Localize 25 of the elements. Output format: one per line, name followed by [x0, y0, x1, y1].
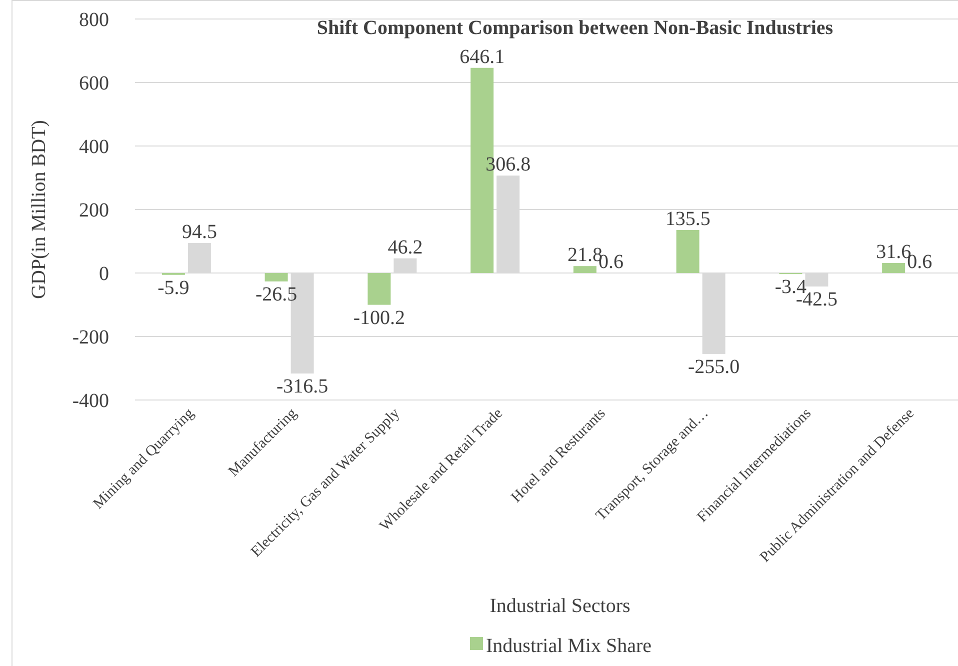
y-tick-label: 600 — [79, 72, 109, 94]
chart-title: Shift Component Comparison between Non-Basic Industries — [316, 17, 834, 39]
x-axis-title: Industrial Sectors — [490, 595, 630, 617]
data-label: -100.2 — [353, 306, 406, 329]
bar — [573, 266, 596, 273]
data-label: -5.9 — [158, 276, 190, 299]
data-label: 46.2 — [388, 236, 423, 258]
data-label: -316.5 — [276, 375, 328, 398]
y-tick-label: -400 — [72, 390, 109, 412]
bar — [676, 230, 700, 273]
bar — [368, 273, 391, 305]
y-tick-label: 200 — [79, 200, 109, 222]
y-tick-label: 400 — [79, 136, 109, 158]
y-tick-label: 0 — [99, 263, 109, 285]
y-axis-title: GDP(in Million BDT) — [28, 120, 50, 299]
data-label: -255.0 — [688, 356, 740, 378]
data-label: 94.5 — [182, 220, 217, 243]
y-tick-label: 800 — [79, 9, 109, 31]
bar — [882, 262, 906, 273]
legend-label: Industrial Mix Share — [486, 635, 652, 657]
data-label: -26.5 — [255, 283, 298, 306]
data-label: 135.5 — [665, 208, 710, 230]
y-tick-label: -200 — [72, 326, 109, 348]
bar — [264, 273, 288, 282]
data-label: 646.1 — [460, 46, 505, 68]
